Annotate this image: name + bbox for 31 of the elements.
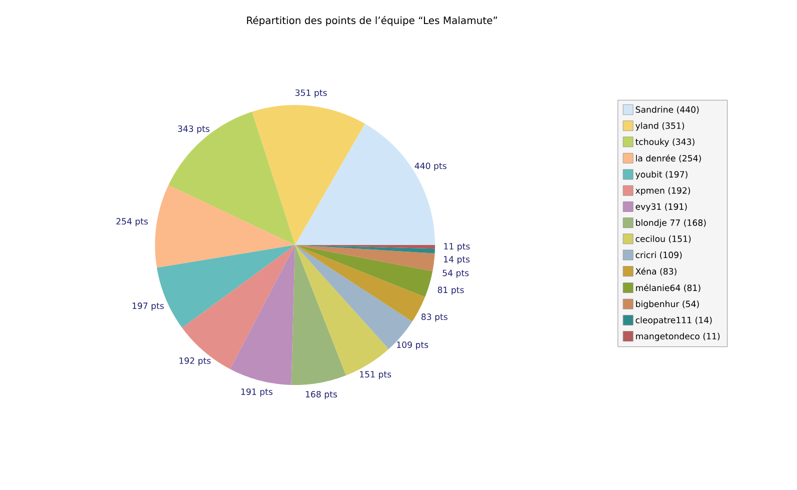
data-label: 11 pts	[444, 243, 470, 252]
legend-label: xpmen (192)	[636, 187, 690, 196]
legend-label: blondje 77 (168)	[636, 219, 706, 228]
data-label: 168 pts	[306, 390, 337, 400]
legend-label: cecilou (151)	[636, 235, 691, 244]
legend-label: tchouky (343)	[636, 138, 694, 147]
legend-label: mélanie64 (81)	[636, 284, 700, 292]
data-label: 351 pts	[295, 89, 327, 98]
data-label: 14 pts	[444, 256, 470, 264]
data-label: 197 pts	[132, 302, 164, 311]
legend-label: Xéna (83)	[636, 268, 676, 276]
legend-label: mangetondeco (11)	[636, 332, 720, 342]
data-label: 151 pts	[360, 371, 392, 380]
data-label: 83 pts	[421, 314, 448, 322]
data-label: 81 pts	[438, 286, 464, 295]
legend-label: Sandrine (440)	[636, 106, 699, 114]
data-label: 192 pts	[180, 357, 211, 366]
data-label: 109 pts	[397, 341, 428, 350]
chart-title: Répartition des points de l’équipe “Les Malamute”	[247, 16, 498, 26]
legend-label: cleopatre111 (14)	[636, 316, 712, 325]
data-label: 254 pts	[116, 218, 148, 226]
legend-label: cricri (109)	[636, 252, 682, 260]
legend-label: bigbenhur (54)	[636, 300, 699, 309]
data-label: 440 pts	[414, 162, 446, 171]
legend-label: youbit (197)	[636, 170, 688, 180]
legend-label: la denrée (254)	[636, 154, 701, 163]
data-label: 54 pts	[442, 270, 469, 278]
legend-label: yland (351)	[636, 122, 684, 131]
legend-label: evy31 (191)	[636, 203, 687, 212]
data-label: 343 pts	[178, 125, 210, 134]
data-label: 191 pts	[241, 388, 272, 397]
